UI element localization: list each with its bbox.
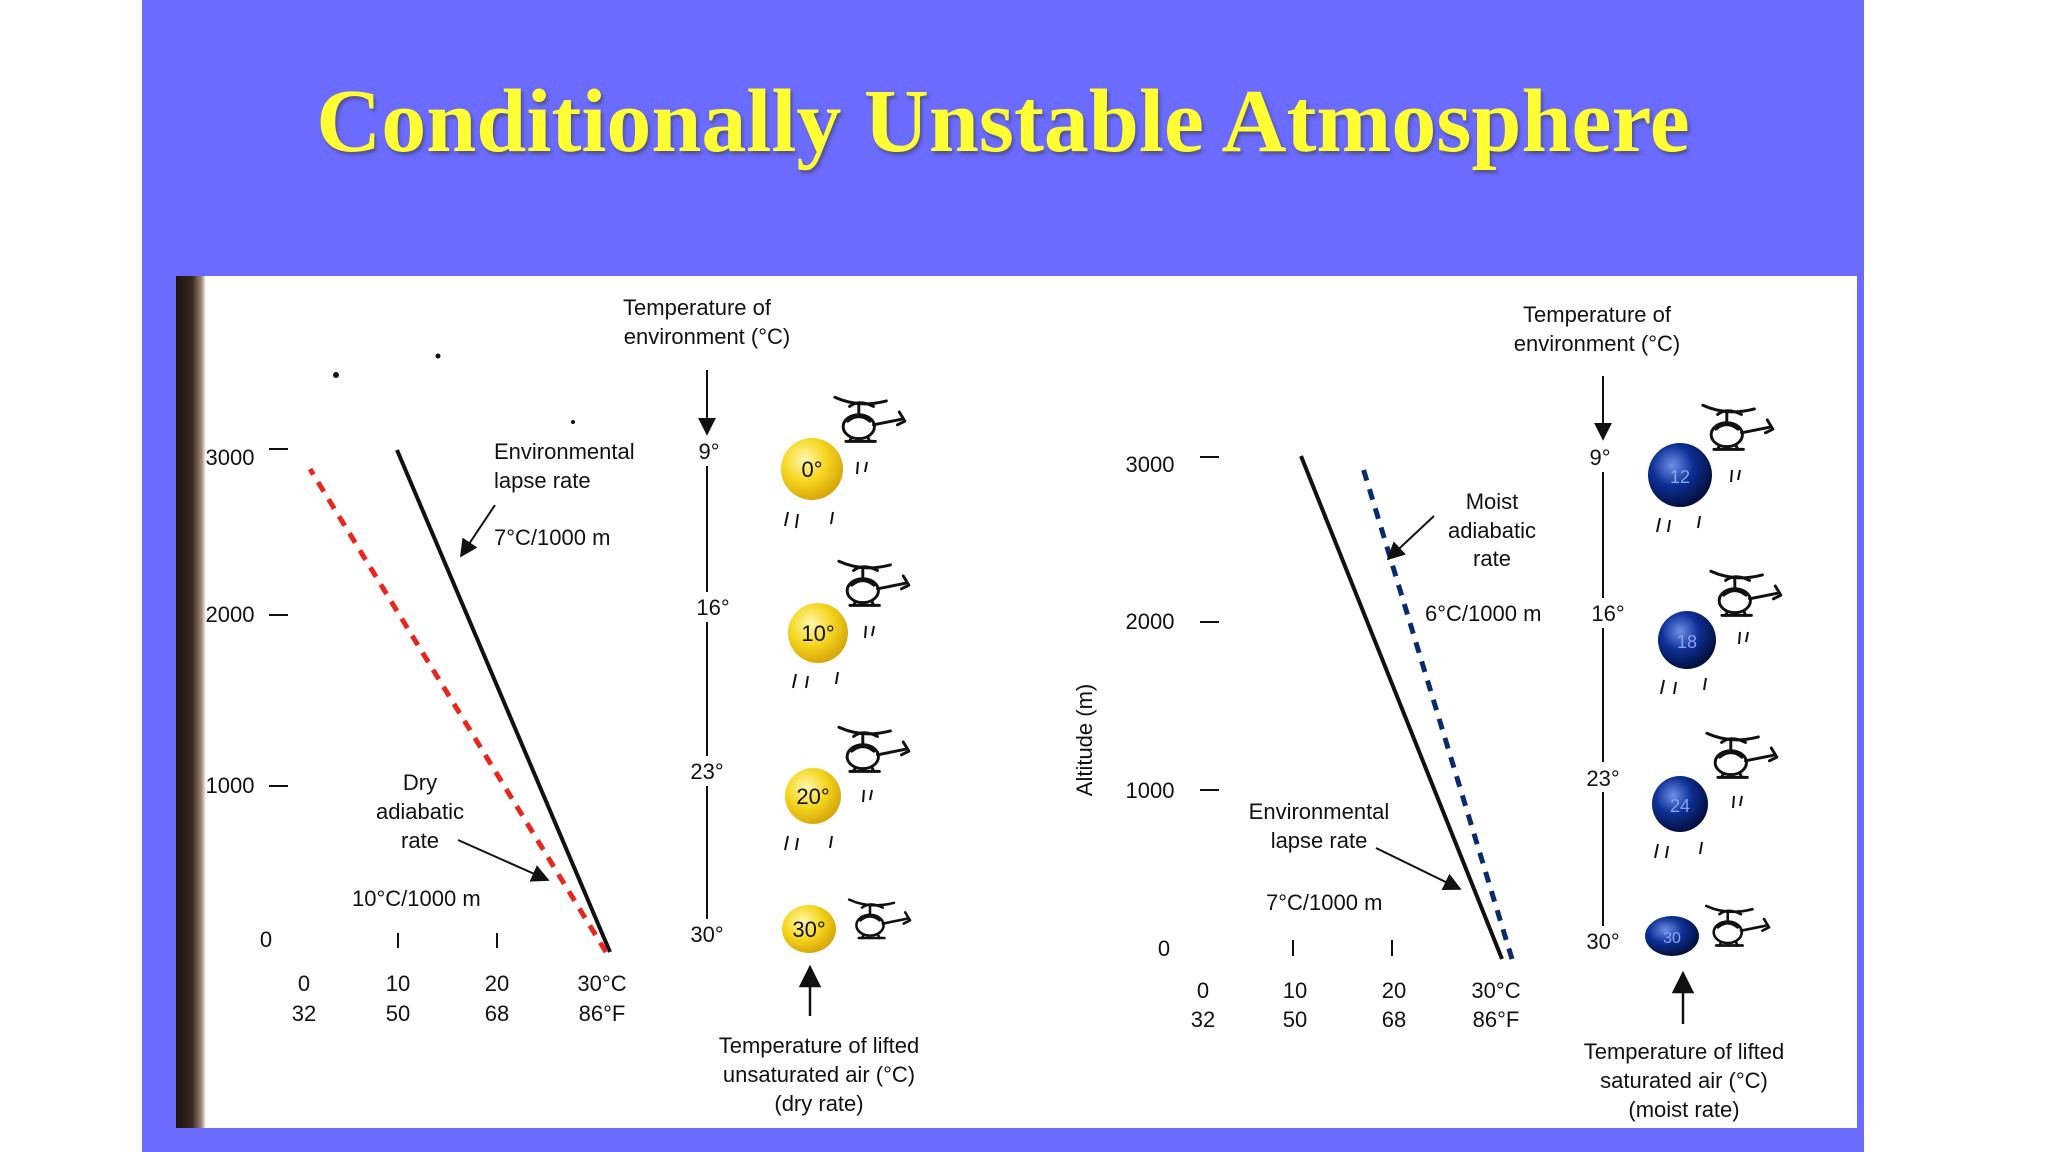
- right-parcel-temp-1000: 24: [1670, 796, 1690, 816]
- right-env-temp-2000: 16°: [1591, 601, 1624, 626]
- right-temp-tick-30c: 30°C: [1471, 978, 1520, 1003]
- lapse-rate-diagram: 3000 2000 1000 0 0 10 20 30°C 32: [206, 295, 1785, 1122]
- right-temp-tick-20: 20: [1382, 978, 1406, 1003]
- right-temp-tick-10: 10: [1283, 978, 1307, 1003]
- helicopter-icon: [1701, 403, 1775, 451]
- left-alt-tick-3000: 3000: [206, 445, 255, 470]
- left-parcel-0: 30°: [782, 898, 912, 953]
- left-altitude-axis: 3000 2000 1000 0: [206, 445, 288, 952]
- helicopter-icon: [1705, 731, 1779, 779]
- left-parcel-title-3: (dry rate): [774, 1091, 863, 1116]
- left-alt-tick-1000: 1000: [206, 773, 255, 798]
- helicopter-icon: [1709, 569, 1783, 617]
- right-temp-tick-0: 0: [1197, 978, 1209, 1003]
- left-parcel-temp-1000: 20°: [796, 784, 829, 809]
- right-temperature-axis: 0 10 20 30°C 32 50 68 86°F: [1191, 940, 1521, 1032]
- right-env-temp-title-1: Temperature of: [1523, 302, 1672, 327]
- right-moist-label-3: rate: [1473, 546, 1511, 571]
- helicopter-icon: [847, 898, 912, 940]
- left-parcel-3000: 0°: [781, 395, 907, 529]
- right-alt-tick-0: 0: [1158, 936, 1170, 961]
- right-parcel-temp-3000: 12: [1670, 467, 1690, 487]
- helicopter-icon: [837, 725, 911, 773]
- left-parcel-1000: 20°: [784, 725, 911, 851]
- helicopter-icon: [1704, 904, 1771, 947]
- right-temp-tick-50f: 50: [1283, 1007, 1307, 1032]
- left-parcel-temp-3000: 0°: [801, 457, 822, 482]
- right-env-temp-3000: 9°: [1589, 445, 1610, 470]
- right-temp-tick-68f: 68: [1382, 1007, 1406, 1032]
- left-temp-tick-68f: 68: [485, 1001, 509, 1026]
- left-env-temp-1000: 23°: [690, 759, 723, 784]
- right-parcel-title-2: saturated air (°C): [1600, 1068, 1768, 1093]
- right-parcel-title-1: Temperature of lifted: [1584, 1039, 1785, 1064]
- right-moist-rate: 6°C/1000 m: [1425, 601, 1541, 626]
- right-parcel-2000: 18: [1658, 569, 1783, 695]
- left-parcel-title-1: Temperature of lifted: [719, 1033, 920, 1058]
- slide-title: Conditionally Unstable Atmosphere: [316, 72, 1690, 171]
- right-temp-tick-32f: 32: [1191, 1007, 1215, 1032]
- right-parcel-temp-2000: 18: [1677, 632, 1697, 652]
- left-environmental-lapse-line: [395, 449, 612, 953]
- right-parcel-0: 30: [1645, 904, 1771, 956]
- left-parcel-temp-0: 30°: [792, 917, 825, 942]
- right-environmental-lapse-line: [1299, 455, 1504, 960]
- left-temp-tick-32f: 32: [292, 1001, 316, 1026]
- left-temp-tick-30c: 30°C: [577, 971, 626, 996]
- right-env-rate: 7°C/1000 m: [1266, 890, 1382, 915]
- right-altitude-axis: 3000 2000 1000 0: [1126, 452, 1219, 961]
- right-alt-tick-3000: 3000: [1126, 452, 1175, 477]
- right-parcel-1000: 24: [1652, 731, 1779, 859]
- left-alt-tick-2000: 2000: [206, 602, 255, 627]
- right-parcel-3000: 12: [1648, 403, 1775, 533]
- helicopter-icon: [833, 395, 907, 443]
- left-temp-tick-0: 0: [298, 971, 310, 996]
- left-env-temp-3000: 9°: [698, 439, 719, 464]
- left-temp-tick-20: 20: [485, 971, 509, 996]
- helicopter-icon: [837, 559, 911, 607]
- left-temperature-axis: 0 10 20 30°C 32 50 68 86°F: [292, 933, 627, 1026]
- right-env-temp-title-2: environment (°C): [1514, 331, 1681, 356]
- left-dry-label-1: Dry: [403, 770, 437, 795]
- right-parcel-temp-0: 30: [1663, 930, 1681, 947]
- left-dry-adiabatic-line: [307, 467, 609, 954]
- right-env-temp-0: 30°: [1586, 929, 1619, 954]
- left-dry-label-3: rate: [401, 828, 439, 853]
- right-y-axis-label: Altitude (m): [1072, 684, 1097, 796]
- right-env-lapse-label-2: lapse rate: [1271, 828, 1368, 853]
- right-alt-tick-1000: 1000: [1126, 778, 1175, 803]
- left-parcel-2000: 10°: [788, 559, 911, 689]
- scan-edge-shadow: [176, 276, 206, 1128]
- right-moist-label-1: Moist: [1466, 489, 1519, 514]
- left-panel: 3000 2000 1000 0 0 10 20 30°C 32: [206, 295, 920, 1116]
- left-env-temp-2000: 16°: [696, 595, 729, 620]
- left-env-temp-title-2: environment (°C): [624, 324, 791, 349]
- right-panel: Altitude (m) 3000 2000 1000 0 0 10 20: [1072, 302, 1784, 1122]
- left-env-rate: 7°C/1000 m: [494, 525, 610, 550]
- left-dry-rate: 10°C/1000 m: [352, 886, 481, 911]
- right-temp-tick-86f: 86°F: [1473, 1007, 1520, 1032]
- left-temp-tick-10: 10: [386, 971, 410, 996]
- left-parcel-temp-2000: 10°: [801, 621, 834, 646]
- right-moist-label-2: adiabatic: [1448, 518, 1536, 543]
- left-temp-tick-50f: 50: [386, 1001, 410, 1026]
- left-env-temp-0: 30°: [690, 922, 723, 947]
- left-dry-label-2: adiabatic: [376, 799, 464, 824]
- left-env-temp-title-1: Temperature of: [623, 295, 772, 320]
- right-env-lapse-label-1: Environmental: [1249, 799, 1390, 824]
- left-env-lapse-label-1: Environmental: [494, 439, 635, 464]
- right-parcel-title-3: (moist rate): [1628, 1097, 1739, 1122]
- right-alt-tick-2000: 2000: [1126, 609, 1175, 634]
- right-env-temp-1000: 23°: [1586, 766, 1619, 791]
- left-parcel-title-2: unsaturated air (°C): [723, 1062, 915, 1087]
- slide: Conditionally Unstable Atmosphere: [142, 0, 1864, 1152]
- left-temp-tick-86f: 86°F: [579, 1001, 626, 1026]
- left-alt-tick-0: 0: [260, 927, 272, 952]
- left-env-lapse-label-2: lapse rate: [494, 468, 591, 493]
- figure-panel: 3000 2000 1000 0 0 10 20 30°C 32: [176, 276, 1857, 1128]
